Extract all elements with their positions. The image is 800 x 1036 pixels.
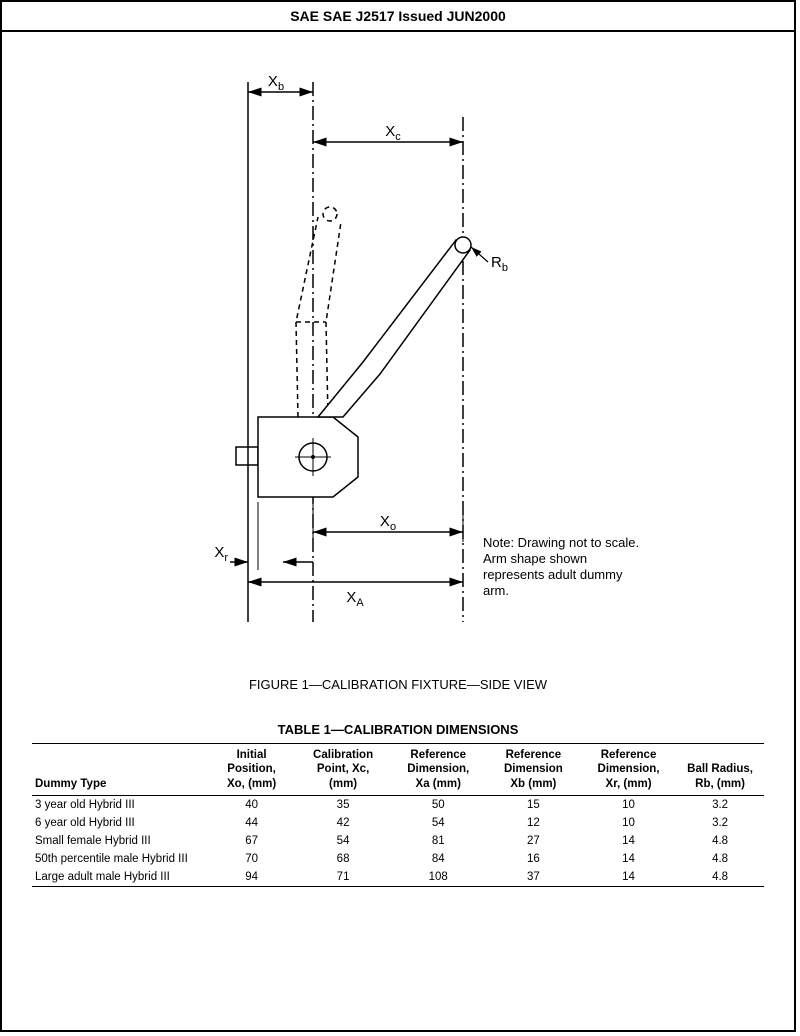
label-rb: Rb bbox=[491, 254, 508, 274]
label-xa: XA bbox=[346, 589, 364, 609]
label-xo: Xo bbox=[380, 513, 396, 533]
page-content: Xb Xc bbox=[2, 32, 794, 1030]
page-frame: SAE SAE J2517 Issued JUN2000 bbox=[0, 0, 796, 1032]
label-xc: Xc bbox=[385, 123, 401, 143]
table-header-row: Dummy Type InitialPosition,Xo, (mm) Cali… bbox=[32, 744, 764, 796]
table-row: 6 year old Hybrid III 44 42 54 12 10 3.2 bbox=[32, 814, 764, 832]
col-rb: Ball Radius,Rb, (mm) bbox=[676, 744, 764, 796]
col-xo: InitialPosition,Xo, (mm) bbox=[208, 744, 296, 796]
col-xb: ReferenceDimensionXb (mm) bbox=[486, 744, 581, 796]
table-title: TABLE 1—CALIBRATION DIMENSIONS bbox=[32, 722, 764, 737]
table-row: Large adult male Hybrid III 94 71 108 37… bbox=[32, 868, 764, 887]
table-row: Small female Hybrid III 67 54 81 27 14 4… bbox=[32, 832, 764, 850]
table-row: 50th percentile male Hybrid III 70 68 84… bbox=[32, 850, 764, 868]
col-xc: CalibrationPoint, Xc,(mm) bbox=[296, 744, 391, 796]
figure-caption: FIGURE 1—CALIBRATION FIXTURE—SIDE VIEW bbox=[32, 677, 764, 692]
label-xb: Xb bbox=[268, 73, 284, 93]
label-xr: Xr bbox=[214, 544, 228, 564]
calibration-table: Dummy Type InitialPosition,Xo, (mm) Cali… bbox=[32, 743, 764, 887]
col-dummy-type: Dummy Type bbox=[32, 744, 208, 796]
table-body: 3 year old Hybrid III 40 35 50 15 10 3.2… bbox=[32, 796, 764, 887]
col-xr: ReferenceDimension,Xr, (mm) bbox=[581, 744, 676, 796]
col-xa: ReferenceDimension,Xa (mm) bbox=[391, 744, 486, 796]
table-row: 3 year old Hybrid III 40 35 50 15 10 3.2 bbox=[32, 796, 764, 815]
calibration-fixture-diagram: Xb Xc bbox=[118, 62, 678, 662]
document-header: SAE SAE J2517 Issued JUN2000 bbox=[2, 2, 794, 32]
figure-note: Note: Drawing not to scale. Arm shape sh… bbox=[483, 535, 643, 598]
figure-1: Xb Xc bbox=[32, 52, 764, 662]
